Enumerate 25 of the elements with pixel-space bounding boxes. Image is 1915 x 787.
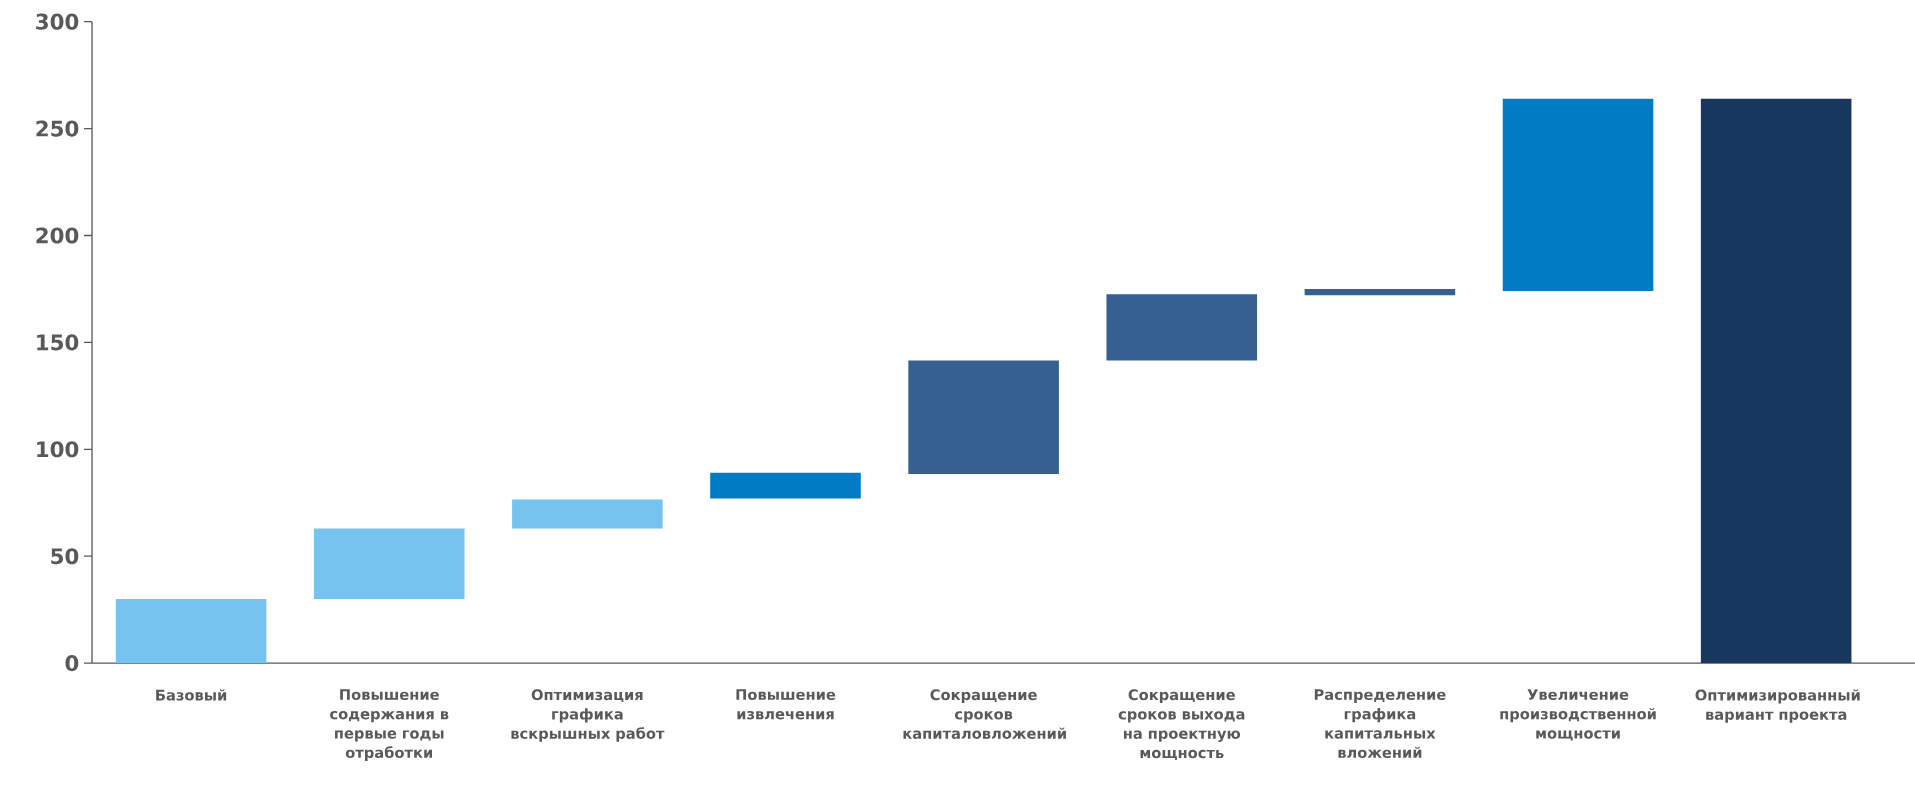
bar <box>115 599 267 664</box>
x-tick-label: Распределение графика капитальных вложений <box>1314 689 1446 759</box>
y-tick-label: 150 <box>37 334 79 351</box>
x-tick-label: Увеличение производственной мощности <box>1500 689 1656 741</box>
x-tick-label: Повышение содержания в первые годы отработки <box>330 689 449 762</box>
bar <box>313 528 465 600</box>
y-tick-label: 250 <box>36 120 79 137</box>
x-tick-label: Оптимизация графика вскрышных работ <box>511 689 665 742</box>
bar <box>710 472 861 499</box>
bar <box>1304 289 1456 296</box>
y-tick-label: 100 <box>37 441 79 458</box>
x-tick-label: Повышение извлечения <box>736 689 836 720</box>
y-tick-label: 300 <box>36 13 79 30</box>
x-tick-label: Базовый <box>156 689 227 701</box>
bar <box>1700 98 1852 664</box>
bar <box>512 499 663 529</box>
y-tick-label: 200 <box>36 227 79 244</box>
x-tick-label: Сокращение сроков выхода на проектную мощность <box>1118 689 1245 761</box>
y-tick-label: 0 <box>65 655 79 672</box>
bar <box>1502 98 1654 292</box>
x-tick-label: Сокращение сроков капиталовложений <box>903 689 1066 740</box>
bar <box>1106 294 1258 361</box>
y-tick-label: 50 <box>51 548 79 565</box>
bar <box>908 360 1059 474</box>
x-tick-label: Оптимизированный вариант проекта <box>1695 689 1860 723</box>
